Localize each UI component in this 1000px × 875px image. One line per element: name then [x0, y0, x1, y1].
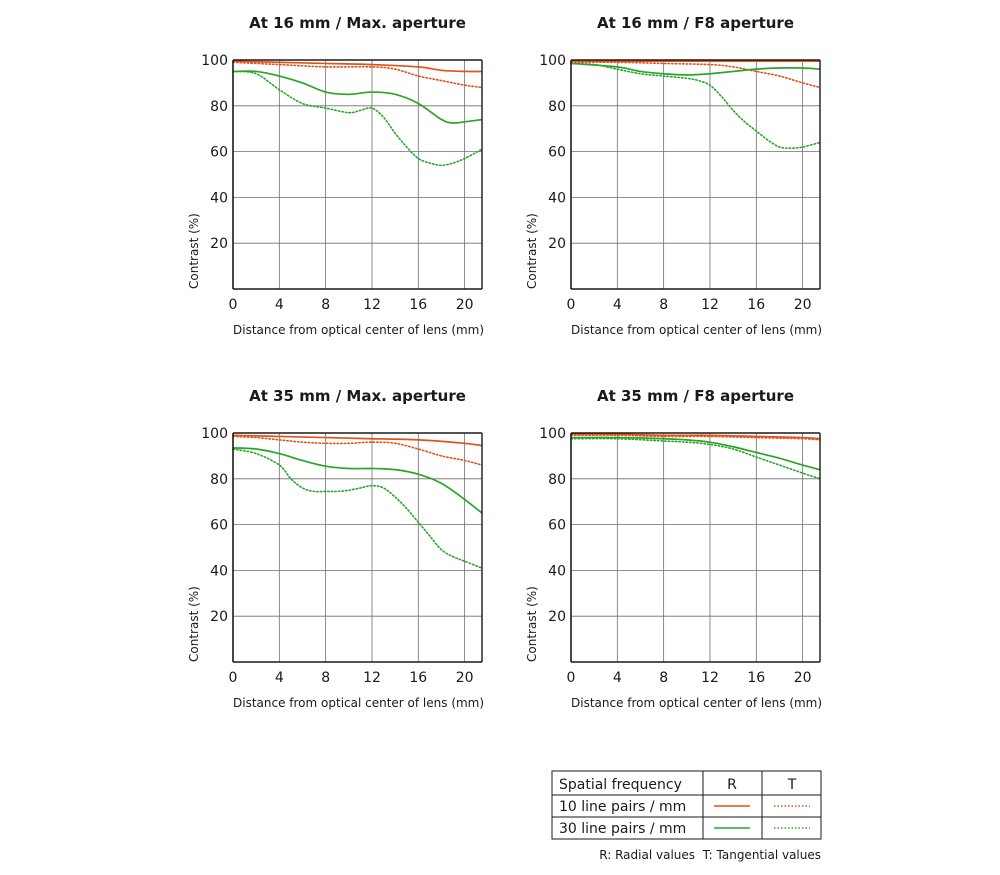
series-30lp-radial-line [570, 436, 821, 471]
y-tick-label: 100 [539, 426, 566, 442]
series-10lp-radial-line [232, 60, 483, 73]
x-tick-label: 0 [229, 670, 238, 686]
legend-note: R: Radial values T: Tangential values [599, 848, 821, 862]
y-tick-label: 80 [548, 472, 566, 488]
y-tick-label: 60 [210, 145, 228, 161]
y-tick-label: 40 [210, 190, 228, 206]
y-tick-label: 20 [548, 609, 566, 625]
x-axis-label: Distance from optical center of lens (mm… [571, 323, 822, 337]
series-30lp-radial-line [232, 447, 483, 514]
chart-title: At 16 mm / F8 aperture [597, 14, 794, 32]
chart-title: At 35 mm / F8 aperture [597, 387, 794, 405]
series-10lp-radial-line [232, 434, 483, 447]
x-tick-label: 4 [275, 297, 284, 313]
y-tick-label: 80 [210, 472, 228, 488]
x-axis-label: Distance from optical center of lens (mm… [571, 696, 822, 710]
x-tick-label: 12 [363, 670, 381, 686]
x-tick-label: 8 [321, 670, 330, 686]
legend-col-t: T [787, 777, 797, 793]
y-tick-label: 20 [548, 236, 566, 252]
y-axis-label: Contrast (%) [525, 586, 539, 662]
series-30lp-radial-line [232, 70, 483, 124]
y-tick-label: 80 [548, 99, 566, 115]
x-tick-label: 8 [659, 670, 668, 686]
x-tick-label: 4 [613, 297, 622, 313]
chart-panel: At 35 mm / Max. aperture 20 40 60 80 100 0 4 8 12… [187, 387, 484, 710]
x-tick-label: 12 [701, 297, 719, 313]
y-tick-label: 40 [548, 563, 566, 579]
x-tick-label: 0 [229, 297, 238, 313]
chart-title: At 35 mm / Max. aperture [249, 387, 466, 405]
y-tick-label: 60 [548, 518, 566, 534]
x-tick-label: 16 [409, 670, 427, 686]
y-axis-label: Contrast (%) [187, 586, 201, 662]
x-tick-label: 20 [794, 297, 812, 313]
legend-col-r: R [727, 777, 737, 793]
chart-panel: At 35 mm / F8 aperture 20 40 60 80 100 0 4 8 12 16… [525, 387, 822, 710]
y-tick-label: 60 [210, 518, 228, 534]
series-10lp-tangential-line [570, 61, 821, 89]
chart-panel: At 16 mm / F8 aperture 20 40 60 80 100 0 4 8 12 16… [525, 14, 822, 337]
series-30lp-tangential-line [570, 437, 821, 480]
x-tick-label: 16 [747, 670, 765, 686]
series-10lp-tangential-line [232, 61, 483, 89]
x-tick-label: 0 [567, 297, 576, 313]
y-tick-label: 80 [210, 99, 228, 115]
x-axis-label: Distance from optical center of lens (mm… [233, 323, 484, 337]
legend-table: Spatial frequency R T 10 line pairs / mm… [551, 770, 822, 862]
legend-row-10lp: 10 line pairs / mm [559, 799, 686, 815]
series-30lp-radial-line [570, 62, 821, 76]
chart-panel: At 16 mm / Max. aperture 20 40 60 80 100 0 4 8 12… [187, 14, 484, 337]
y-tick-label: 100 [201, 426, 228, 442]
y-tick-label: 20 [210, 609, 228, 625]
x-axis-label: Distance from optical center of lens (mm… [233, 696, 484, 710]
chart-title: At 16 mm / Max. aperture [249, 14, 466, 32]
legend-header: Spatial frequency [559, 777, 682, 793]
y-tick-label: 100 [201, 53, 228, 69]
x-tick-label: 20 [456, 670, 474, 686]
y-tick-label: 40 [210, 563, 228, 579]
y-tick-label: 40 [548, 190, 566, 206]
x-tick-label: 20 [456, 297, 474, 313]
legend-border [551, 770, 822, 840]
series-30lp-tangential-line [570, 62, 821, 149]
y-tick-label: 60 [548, 145, 566, 161]
x-tick-label: 0 [567, 670, 576, 686]
y-tick-label: 100 [539, 53, 566, 69]
series-10lp-tangential-line [570, 434, 821, 441]
series-10lp-radial-line [570, 433, 821, 440]
x-tick-label: 16 [747, 297, 765, 313]
series-10lp-tangential-line [232, 435, 483, 466]
x-tick-label: 8 [659, 297, 668, 313]
series-30lp-tangential-line [232, 448, 483, 569]
y-axis-label: Contrast (%) [525, 213, 539, 289]
x-tick-label: 20 [794, 670, 812, 686]
x-tick-label: 16 [409, 297, 427, 313]
y-tick-label: 20 [210, 236, 228, 252]
x-tick-label: 12 [701, 670, 719, 686]
x-tick-label: 8 [321, 297, 330, 313]
x-tick-label: 4 [613, 670, 622, 686]
x-tick-label: 12 [363, 297, 381, 313]
legend-row-30lp: 30 line pairs / mm [559, 821, 686, 837]
y-axis-label: Contrast (%) [187, 213, 201, 289]
x-tick-label: 4 [275, 670, 284, 686]
series-30lp-tangential-line [232, 70, 483, 167]
